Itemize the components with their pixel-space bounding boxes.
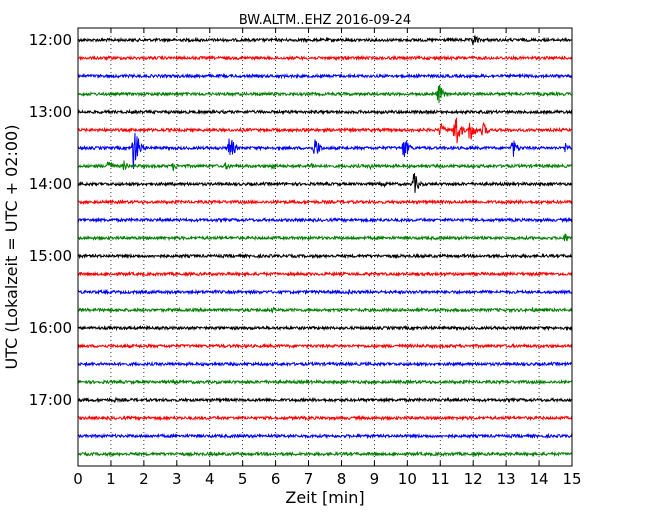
- seismic-trace: [77, 233, 573, 242]
- seismic-trace: [78, 306, 573, 314]
- x-tick-label: 11: [431, 470, 450, 488]
- seismic-trace: [77, 360, 573, 368]
- x-tick-label: 8: [337, 470, 347, 488]
- x-axis: 0 1 2 3 4 5 6 7 8 9 10 11 12 13 14 15: [73, 28, 582, 488]
- y-tick-label: 12:00: [29, 31, 72, 49]
- y-tick-label: 15:00: [29, 247, 72, 265]
- x-tick-label: 9: [370, 470, 380, 488]
- x-tick-label: 13: [497, 470, 516, 488]
- seismic-trace: [77, 54, 573, 62]
- seismic-trace: [77, 432, 573, 440]
- x-tick-label: 3: [172, 470, 182, 488]
- x-tick-label: 10: [398, 470, 417, 488]
- x-tick-label: 15: [562, 470, 581, 488]
- y-tick-label: 14:00: [29, 175, 72, 193]
- seismic-trace: [77, 216, 573, 224]
- y-tick-label: 13:00: [29, 103, 72, 121]
- seismic-trace: [77, 270, 573, 278]
- seismic-traces: [77, 35, 573, 458]
- seismic-trace: [77, 342, 573, 350]
- x-tick-label: 7: [304, 470, 314, 488]
- seismic-trace: [77, 252, 573, 260]
- seismic-trace: [77, 84, 573, 104]
- y-tick-label: 17:00: [29, 391, 72, 409]
- seismic-trace: [77, 132, 573, 170]
- seismic-trace: [77, 450, 573, 458]
- x-tick-label: 5: [238, 470, 248, 488]
- x-tick-label: 4: [205, 470, 215, 488]
- seismic-trace: [77, 72, 573, 80]
- seismic-trace: [77, 414, 573, 422]
- chart-title: BW.ALTM..EHZ 2016-09-24: [239, 13, 411, 28]
- x-tick-label: 12: [464, 470, 483, 488]
- x-axis-label: Zeit [min]: [285, 488, 364, 507]
- seismic-trace: [77, 324, 573, 332]
- y-tick-label: 16:00: [29, 319, 72, 337]
- seismic-trace: [77, 198, 573, 206]
- x-tick-label: 2: [139, 470, 149, 488]
- x-tick-label: 1: [106, 470, 116, 488]
- seismic-trace: [77, 160, 573, 172]
- y-axis-label: UTC (Lokalzeit = UTC + 02:00): [2, 125, 21, 370]
- seismic-trace: [77, 378, 573, 386]
- seismic-trace: [77, 173, 573, 193]
- seismic-trace: [77, 288, 573, 296]
- seismic-trace: [77, 35, 573, 46]
- x-tick-label: 14: [530, 470, 549, 488]
- seismic-trace: [77, 396, 573, 404]
- plot-frame: [77, 27, 573, 467]
- y-axis: 12:00 13:00 14:00 15:00 16:00 17:00: [29, 31, 572, 409]
- x-tick-label: 0: [73, 470, 83, 488]
- seismic-trace: [77, 108, 573, 116]
- x-tick-label: 6: [271, 470, 281, 488]
- seismic-trace: [77, 117, 573, 144]
